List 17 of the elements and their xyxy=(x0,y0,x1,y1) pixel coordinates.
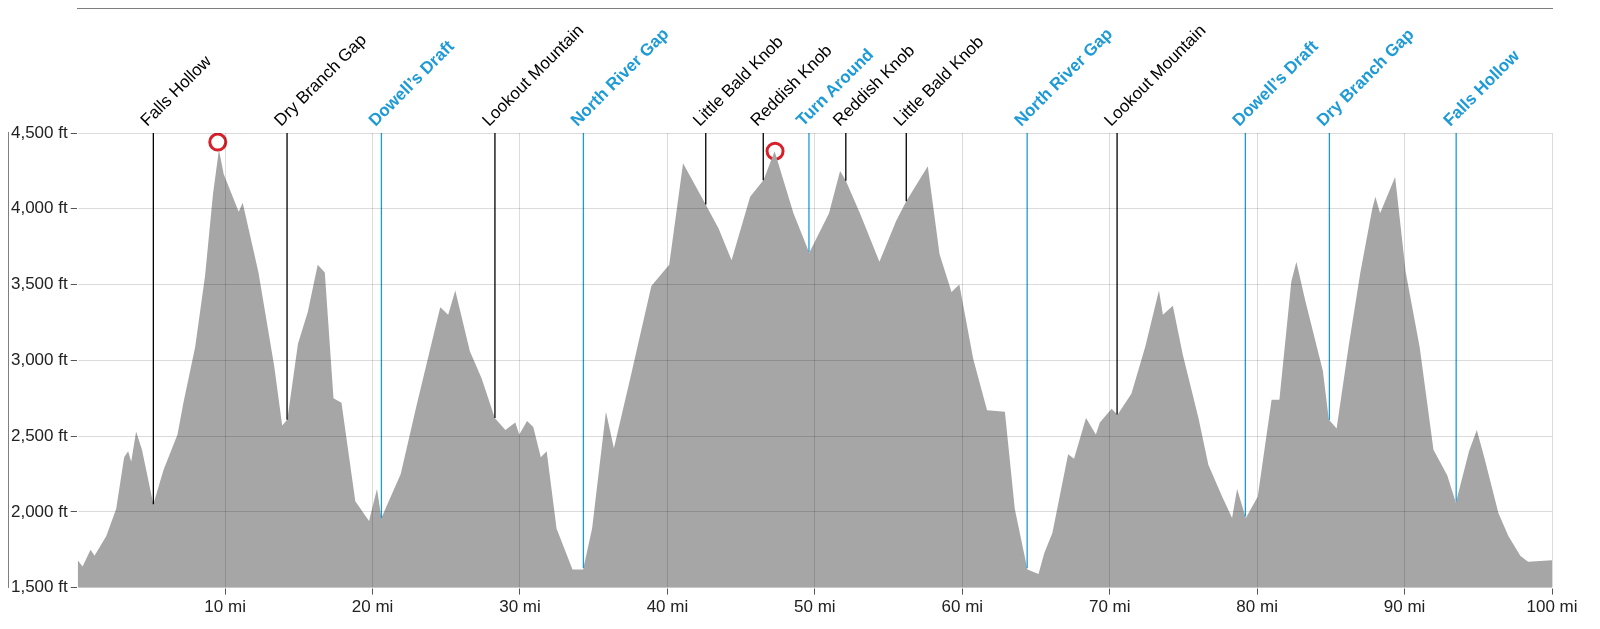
y-tick-label: 4,500 ft xyxy=(10,122,68,142)
x-tick-label: 60 mi xyxy=(941,597,984,617)
x-tick-label: 80 mi xyxy=(1236,597,1278,617)
y-tick-label: 4,000 ft xyxy=(10,198,68,218)
x-tick-label: 100 mi xyxy=(1526,597,1578,617)
x-tick-label: 10 mi xyxy=(204,597,246,617)
x-tick-label: 40 mi xyxy=(646,597,689,617)
x-tick-label: 70 mi xyxy=(1088,597,1131,617)
y-tick-label: 2,500 ft xyxy=(10,425,68,445)
y-tick-label: 3,500 ft xyxy=(10,274,68,294)
x-tick-label: 30 mi xyxy=(499,597,541,617)
x-tick-label: 90 mi xyxy=(1383,597,1426,617)
y-tick-label: 1,500 ft xyxy=(10,577,68,597)
y-tick-label: 2,000 ft xyxy=(10,501,68,521)
x-tick-label: 20 mi xyxy=(351,597,394,617)
y-tick-label: 3,000 ft xyxy=(10,349,68,369)
x-tick-label: 50 mi xyxy=(794,597,836,617)
